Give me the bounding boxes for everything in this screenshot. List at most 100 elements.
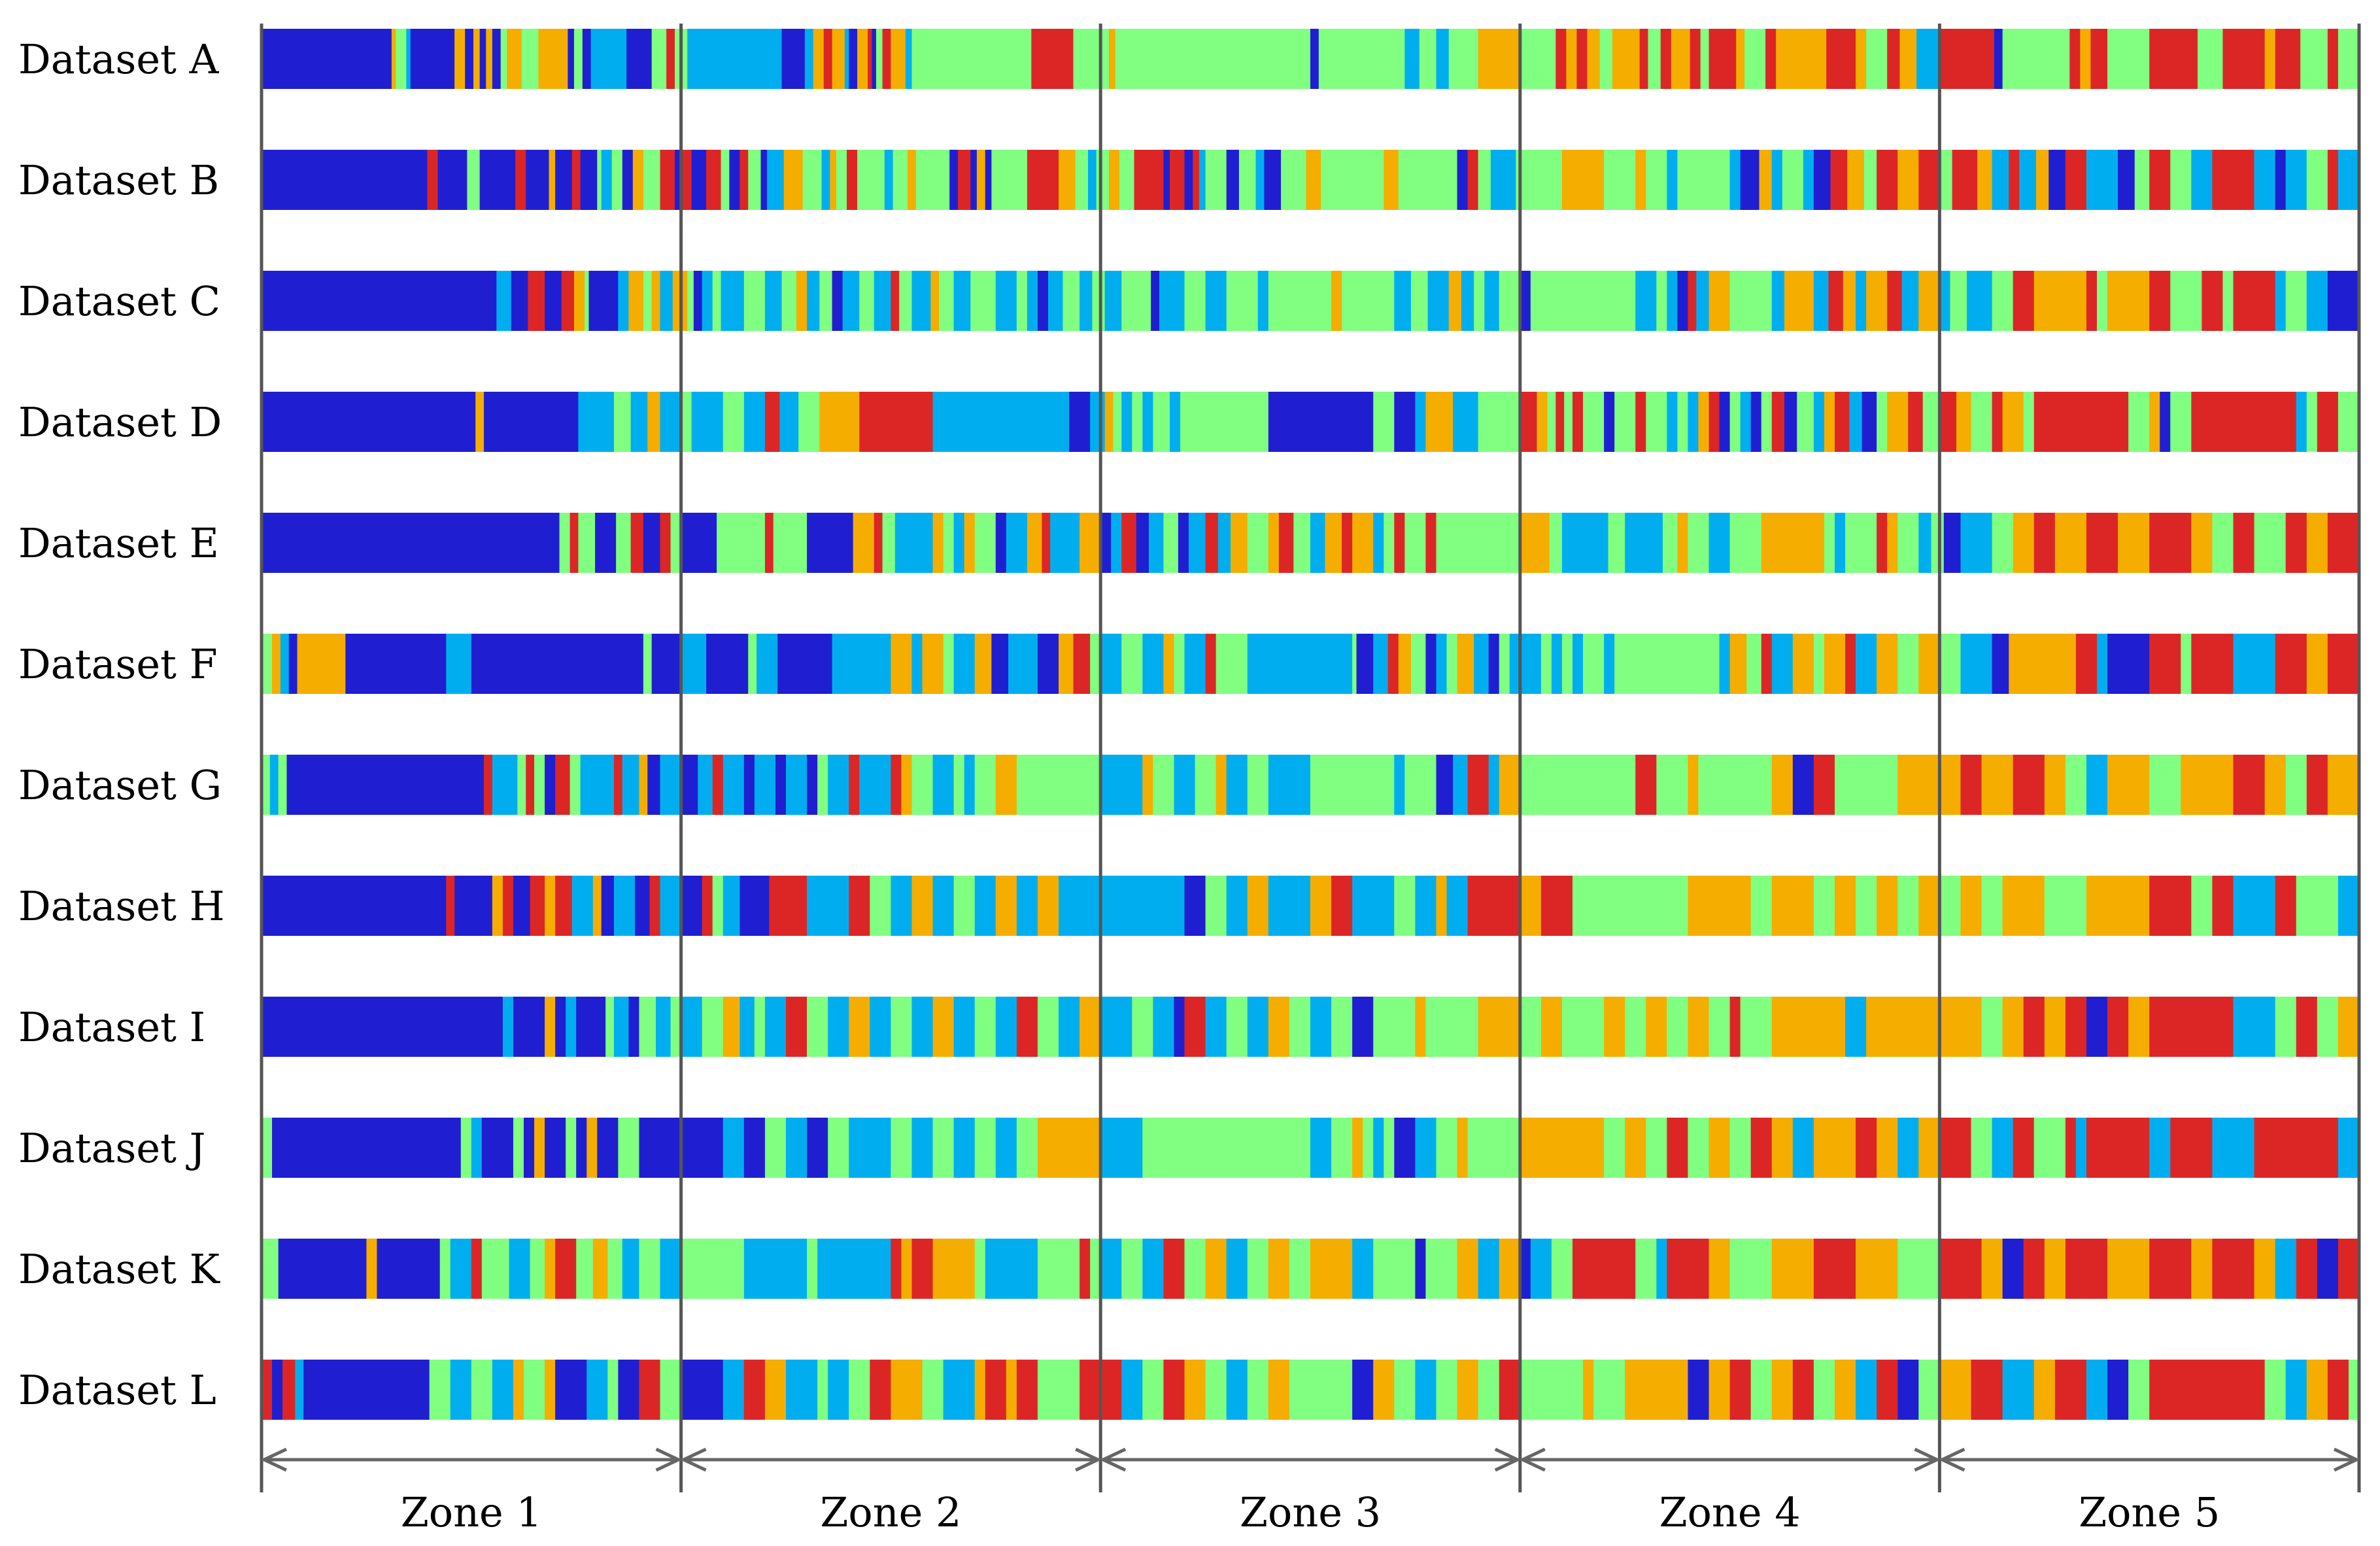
segment	[1771, 997, 1814, 1057]
segment	[2128, 1360, 2150, 1420]
segment	[460, 1118, 472, 1178]
segment	[618, 1360, 640, 1420]
segment	[559, 513, 571, 573]
segment	[2170, 1360, 2266, 1420]
segment	[722, 392, 745, 452]
segment	[1226, 1239, 1248, 1299]
segment	[1771, 876, 1814, 936]
segment	[1813, 634, 1825, 694]
segment	[1950, 271, 1967, 331]
segment	[1537, 392, 1548, 452]
segment	[2233, 997, 2276, 1057]
segment	[1813, 1118, 1856, 1178]
segment	[872, 29, 877, 89]
segment	[932, 876, 955, 936]
segment	[1121, 513, 1137, 573]
segment	[479, 150, 516, 210]
segment	[2013, 513, 2035, 573]
segment	[796, 271, 808, 331]
segment	[891, 1118, 913, 1178]
segment	[632, 150, 644, 210]
segment	[1174, 755, 1196, 815]
segment	[1394, 271, 1412, 331]
segment	[1090, 634, 1101, 694]
segment	[1604, 150, 1636, 210]
segment	[262, 876, 447, 936]
segment	[1856, 1360, 1877, 1420]
segment	[995, 755, 1017, 815]
segment	[2069, 29, 2081, 89]
segment	[1016, 876, 1038, 936]
segment	[616, 513, 632, 573]
segment	[1163, 1239, 1185, 1299]
segment	[280, 634, 290, 694]
segment	[1016, 271, 1028, 331]
segment	[262, 150, 428, 210]
segment	[743, 755, 755, 815]
segment	[849, 755, 860, 815]
segment	[1572, 1118, 1605, 1178]
segment	[1698, 392, 1710, 452]
segment	[586, 1118, 598, 1178]
segment	[1939, 1239, 1982, 1299]
segment	[1184, 997, 1206, 1057]
segment	[578, 513, 596, 573]
segment	[1708, 513, 1731, 573]
segment	[1740, 392, 1752, 452]
segment	[1310, 513, 1326, 573]
segment	[974, 634, 992, 694]
segment	[1625, 1118, 1646, 1178]
segment	[1564, 392, 1573, 452]
segment	[1037, 634, 1059, 694]
segment	[958, 150, 971, 210]
segment	[1100, 513, 1112, 573]
segment	[1599, 29, 1613, 89]
segment	[1899, 29, 1917, 89]
segment	[1278, 513, 1294, 573]
zone-axis: Zone 1 Zone 2 Zone 3 Zone 4 Zone 5	[260, 1447, 2360, 1536]
segment	[2338, 150, 2360, 210]
segment	[2023, 392, 2035, 452]
segment	[1667, 271, 1678, 331]
segment	[1132, 997, 1153, 1057]
segment	[1247, 634, 1311, 694]
segment	[1877, 513, 1888, 573]
segment	[2065, 997, 2087, 1057]
segment	[1042, 513, 1051, 573]
segment	[2149, 997, 2192, 1057]
segment	[1887, 392, 1909, 452]
segment	[2033, 513, 2056, 573]
segment	[1667, 1118, 1689, 1178]
segment	[582, 29, 592, 89]
segment	[1583, 1360, 1594, 1420]
segment	[1436, 1118, 1458, 1178]
segment	[515, 150, 526, 210]
segment	[1410, 634, 1427, 694]
segment	[601, 876, 615, 936]
segment	[2107, 997, 2129, 1057]
segment	[1134, 150, 1164, 210]
segment	[1700, 29, 1710, 89]
segment	[454, 876, 493, 936]
segment	[1016, 755, 1049, 815]
segment	[1862, 392, 1877, 452]
segment	[1877, 1360, 1898, 1420]
segment	[262, 271, 497, 331]
segment	[1826, 29, 1856, 89]
segment	[1474, 271, 1485, 331]
segment	[1163, 150, 1170, 210]
segment	[922, 1360, 944, 1420]
segment	[754, 755, 776, 815]
segment	[1813, 271, 1829, 331]
dataset-row	[262, 1118, 2360, 1178]
segment	[2009, 634, 2035, 694]
segment	[1708, 271, 1731, 331]
segment	[1100, 634, 1122, 694]
segment	[1813, 150, 1831, 210]
segment	[429, 1360, 451, 1420]
segment	[1608, 513, 1625, 573]
segment	[1897, 1118, 1919, 1178]
segment	[2080, 29, 2091, 89]
segment	[1073, 634, 1091, 694]
segment	[1436, 634, 1448, 694]
